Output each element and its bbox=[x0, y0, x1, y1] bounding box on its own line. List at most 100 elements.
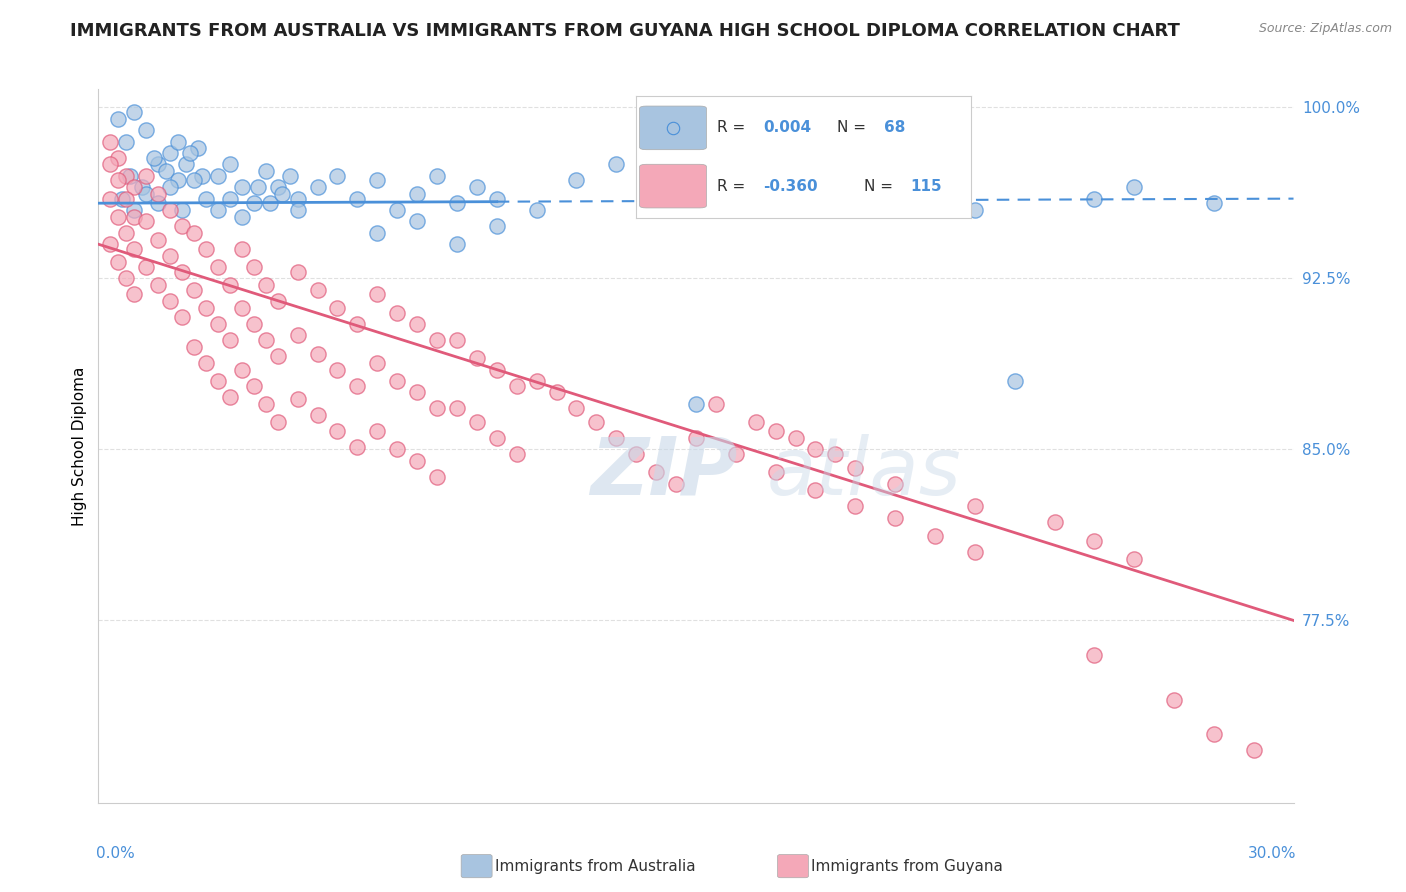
Point bbox=[172, 264, 194, 278]
Point bbox=[446, 333, 468, 347]
Point bbox=[231, 210, 253, 224]
Point bbox=[446, 401, 468, 416]
Point bbox=[155, 164, 177, 178]
Point bbox=[148, 196, 170, 211]
Point bbox=[326, 301, 349, 315]
Point bbox=[1083, 192, 1105, 206]
Point bbox=[267, 349, 290, 363]
Point bbox=[287, 264, 309, 278]
Point bbox=[124, 180, 146, 194]
Point bbox=[1083, 533, 1105, 548]
Point bbox=[287, 328, 309, 343]
Point bbox=[307, 346, 329, 360]
Text: Immigrants from Guyana: Immigrants from Guyana bbox=[811, 859, 1002, 873]
Point bbox=[385, 202, 409, 217]
Point bbox=[1123, 552, 1146, 566]
Point bbox=[346, 192, 368, 206]
Text: 30.0%: 30.0% bbox=[1247, 846, 1296, 861]
Point bbox=[195, 242, 218, 256]
Point bbox=[159, 146, 181, 161]
Text: atlas: atlas bbox=[766, 434, 962, 512]
Point bbox=[219, 390, 242, 404]
Point bbox=[107, 210, 129, 224]
Point bbox=[645, 465, 668, 479]
Point bbox=[565, 401, 588, 416]
Point bbox=[546, 385, 568, 400]
Point bbox=[844, 460, 866, 475]
Point bbox=[287, 202, 309, 217]
Point bbox=[207, 202, 229, 217]
Point bbox=[724, 202, 747, 217]
Point bbox=[366, 424, 388, 438]
Point bbox=[219, 333, 242, 347]
Point bbox=[804, 442, 827, 457]
Point bbox=[143, 151, 166, 165]
Point bbox=[307, 283, 329, 297]
Point bbox=[685, 180, 707, 194]
Point bbox=[231, 242, 253, 256]
Point bbox=[183, 340, 205, 354]
Y-axis label: High School Diploma: High School Diploma bbox=[72, 367, 87, 525]
Point bbox=[246, 180, 269, 194]
Point bbox=[485, 219, 508, 233]
Point bbox=[385, 442, 409, 457]
Point bbox=[183, 226, 205, 240]
Point bbox=[207, 374, 229, 388]
Point bbox=[385, 374, 409, 388]
Point bbox=[446, 237, 468, 252]
Point bbox=[426, 401, 449, 416]
Point bbox=[159, 249, 181, 263]
Point bbox=[765, 424, 787, 438]
Point bbox=[98, 157, 122, 171]
Point bbox=[135, 260, 157, 274]
Point bbox=[107, 151, 129, 165]
Point bbox=[426, 169, 449, 183]
Point bbox=[287, 392, 309, 407]
Point bbox=[963, 545, 986, 559]
Point bbox=[963, 202, 986, 217]
Point bbox=[426, 470, 449, 484]
Point bbox=[406, 187, 429, 202]
Text: Immigrants from Australia: Immigrants from Australia bbox=[495, 859, 696, 873]
Point bbox=[307, 180, 329, 194]
Point bbox=[307, 408, 329, 422]
Point bbox=[207, 260, 229, 274]
Point bbox=[183, 283, 205, 297]
Point bbox=[626, 447, 648, 461]
Point bbox=[963, 500, 986, 514]
Point bbox=[765, 465, 787, 479]
Point bbox=[804, 483, 827, 498]
Point bbox=[98, 192, 122, 206]
Point bbox=[107, 112, 129, 126]
Point bbox=[195, 192, 218, 206]
Point bbox=[124, 105, 146, 120]
Point bbox=[107, 255, 129, 269]
Point bbox=[1083, 648, 1105, 662]
Point bbox=[243, 378, 266, 392]
Point bbox=[804, 196, 827, 211]
Text: 0.0%: 0.0% bbox=[96, 846, 135, 861]
Point bbox=[267, 294, 290, 309]
Point bbox=[159, 294, 181, 309]
Point bbox=[267, 180, 290, 194]
Point bbox=[231, 301, 253, 315]
Point bbox=[1123, 180, 1146, 194]
Point bbox=[565, 173, 588, 187]
Point bbox=[115, 271, 138, 285]
Point bbox=[465, 415, 488, 429]
Point bbox=[124, 287, 146, 301]
Point bbox=[884, 476, 907, 491]
Point bbox=[884, 511, 907, 525]
Point bbox=[506, 447, 529, 461]
Point bbox=[526, 374, 548, 388]
Point bbox=[924, 529, 946, 543]
Point bbox=[346, 378, 368, 392]
Point bbox=[406, 385, 429, 400]
Point bbox=[1202, 727, 1225, 741]
Point bbox=[844, 500, 866, 514]
Text: IMMIGRANTS FROM AUSTRALIA VS IMMIGRANTS FROM GUYANA HIGH SCHOOL DIPLOMA CORRELAT: IMMIGRANTS FROM AUSTRALIA VS IMMIGRANTS … bbox=[70, 22, 1180, 40]
Point bbox=[1004, 374, 1026, 388]
Point bbox=[107, 173, 129, 187]
Point bbox=[346, 317, 368, 331]
Point bbox=[148, 187, 170, 202]
